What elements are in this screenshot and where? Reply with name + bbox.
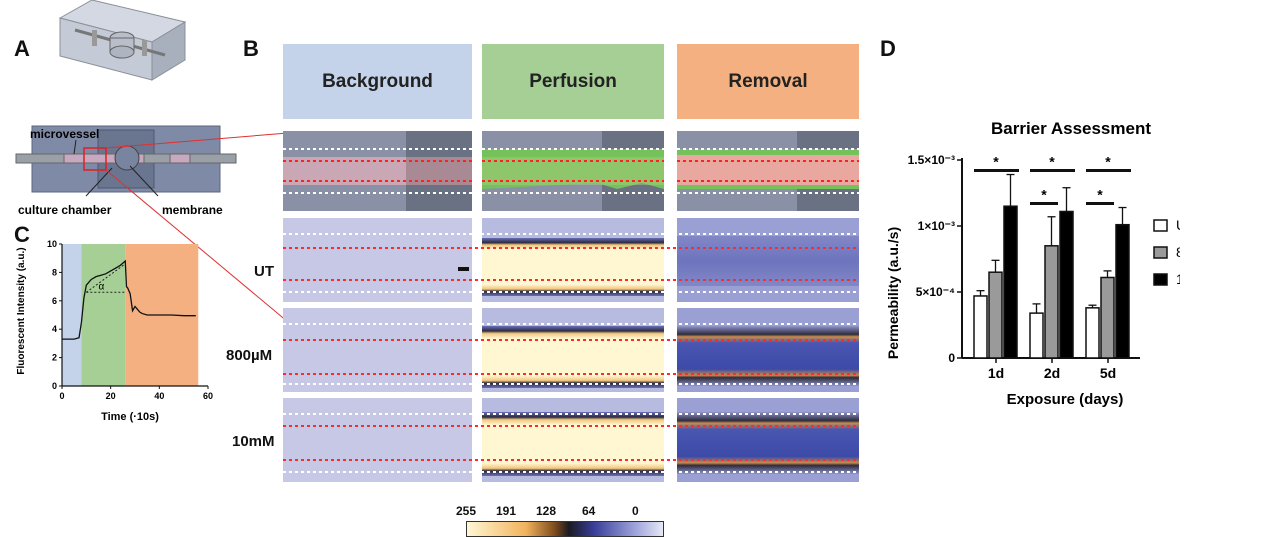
significance-star: * [1097, 187, 1103, 203]
chart-d-ylabel: Permeability (a.u./s) [885, 227, 901, 359]
chart-d-title: Barrier Assessment [991, 119, 1151, 138]
significance-star: * [1049, 154, 1055, 170]
chart-c-xlabel: Time (·10s) [101, 411, 159, 423]
header-removal: Removal [677, 44, 859, 119]
x-tick-label: 40 [154, 391, 164, 401]
y-tick-label: 6 [52, 296, 57, 306]
colorbar-tick: 191 [496, 504, 517, 518]
channel-schematics [283, 131, 859, 211]
bar [1029, 312, 1044, 359]
slope-line [86, 263, 126, 293]
legend-label: 800 µM [1176, 244, 1180, 260]
chart-d-barrier: Barrier Assessment Permeability (a.u./s)… [885, 119, 1180, 408]
legend-label: 10 mM [1176, 271, 1180, 287]
chart-c-ylabel: Fluorescent Intensity (a.u.) [16, 247, 27, 374]
device-3d-illustration [58, 0, 187, 81]
panel-letter-d: D [880, 36, 896, 61]
bar [1085, 307, 1100, 359]
bar [1044, 245, 1059, 359]
device-top-view [15, 125, 237, 197]
legend-swatch [1153, 273, 1168, 286]
row-label-800um: 800µM [226, 347, 273, 364]
significance-star: * [993, 154, 999, 170]
panel-letter-c: C [14, 222, 30, 247]
slope-alpha-label: α [99, 281, 105, 292]
x-tick-label: 2d [1044, 365, 1060, 381]
y-tick-label: 8 [52, 267, 57, 277]
bar [1100, 276, 1115, 359]
label-membrane: membrane [162, 203, 223, 217]
panel-letter-b: B [243, 36, 259, 61]
colorbar-tick: 64 [582, 504, 596, 518]
colorbar-ticks: 255 191 128 64 0 [456, 504, 666, 518]
y-tick-label: 4 [52, 324, 57, 334]
x-tick-label: 20 [106, 391, 116, 401]
colorbar [466, 521, 664, 537]
phase-band [62, 244, 82, 386]
bar [973, 295, 988, 359]
bar [1003, 205, 1018, 359]
significance-star: * [1105, 154, 1111, 170]
device-schematic: microvessel culture chamber membrane [15, 0, 237, 217]
row-label-10mm: 10mM [232, 433, 275, 450]
colorbar-tick: 255 [456, 504, 477, 518]
legend-swatch [1153, 219, 1168, 232]
y-tick-label: 1.5×10⁻³ [908, 153, 955, 167]
significance-star: * [1041, 187, 1047, 203]
bar [1115, 223, 1130, 359]
x-tick-label: 0 [59, 391, 64, 401]
chart-c-plot-area: 0 2 4 6 8 10 0 20 40 60 α [47, 240, 213, 401]
header-background: Background [283, 44, 472, 119]
y-tick-label: 1×10⁻³ [918, 219, 955, 233]
panel-letter-a: A [14, 36, 30, 61]
header-perfusion: Perfusion [482, 44, 664, 119]
bar [988, 271, 1003, 359]
bar [1059, 210, 1074, 359]
fluorescence-image-grid [283, 218, 859, 482]
x-tick-label: 5d [1100, 365, 1116, 381]
label-culture-chamber: culture chamber [18, 203, 112, 217]
y-tick-label: 10 [47, 240, 57, 249]
phase-band [81, 244, 126, 386]
x-tick-label: 60 [203, 391, 213, 401]
y-tick-label: 0 [52, 381, 57, 391]
y-tick-label: 2 [52, 353, 57, 363]
chart-d-plot-area: 0 5×10⁻⁴ 1×10⁻³ 1.5×10⁻³ 1d * 2d * * 5d * * UT 800 µM… [908, 153, 1180, 381]
chart-c-fluorescence: 0 2 4 6 8 10 0 20 40 60 α Fluorescent Intensity (a… [16, 240, 213, 423]
colorbar-tick: 0 [632, 504, 639, 518]
x-tick-label: 1d [988, 365, 1004, 381]
series-line [62, 259, 196, 340]
colorbar-tick: 128 [536, 504, 557, 518]
y-tick-label: 0 [948, 351, 955, 365]
row-label-ut: UT [254, 263, 274, 280]
scale-bar [458, 267, 469, 271]
legend-label: UT [1176, 217, 1180, 233]
y-tick-label: 5×10⁻⁴ [916, 285, 955, 299]
legend-swatch [1153, 246, 1168, 259]
chart-d-xlabel: Exposure (days) [1007, 391, 1124, 408]
label-microvessel: microvessel [30, 127, 99, 141]
